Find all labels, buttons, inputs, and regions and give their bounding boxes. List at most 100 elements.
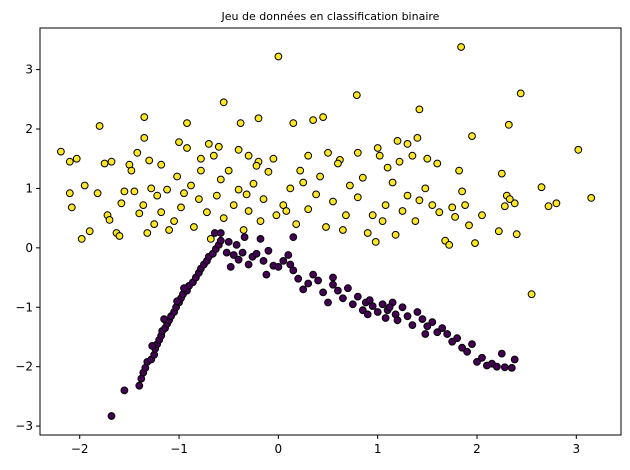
data-point-class-1 [339, 294, 347, 303]
data-point-class-0 [378, 217, 387, 226]
data-point-class-1 [284, 251, 293, 259]
data-point-class-0 [408, 151, 417, 160]
data-point-class-0 [316, 172, 325, 181]
data-point-class-0 [130, 187, 139, 196]
data-point-class-0 [371, 238, 380, 246]
data-point-class-0 [388, 178, 397, 187]
data-point-class-0 [413, 134, 422, 142]
data-point-class-0 [574, 145, 583, 154]
data-point-class-1 [252, 249, 261, 258]
data-point-class-1 [234, 255, 243, 264]
data-point-class-0 [497, 169, 506, 178]
data-point-class-1 [334, 286, 342, 295]
data-point-class-0 [286, 184, 295, 193]
data-point-class-0 [229, 201, 238, 210]
data-point-class-0 [455, 166, 464, 175]
data-point-class-1 [353, 292, 362, 301]
data-point-class-1 [468, 340, 476, 349]
data-point-class-0 [219, 98, 228, 107]
data-point-class-0 [206, 235, 215, 243]
data-point-class-0 [587, 194, 596, 202]
y-tick-label: −1 [15, 300, 33, 314]
data-point-class-0 [274, 52, 283, 61]
data-point-class-0 [510, 199, 519, 208]
data-point-class-1 [299, 285, 308, 294]
data-point-class-0 [428, 201, 437, 210]
data-point-class-0 [259, 195, 268, 204]
data-point-class-0 [299, 178, 308, 187]
data-point-class-1 [226, 263, 235, 271]
data-point-class-0 [105, 216, 114, 224]
data-point-class-0 [173, 172, 182, 181]
data-point-class-1 [329, 280, 337, 289]
data-point-class-0 [527, 290, 536, 299]
data-point-class-0 [423, 154, 432, 163]
data-point-class-0 [236, 119, 245, 127]
data-point-class-0 [234, 185, 243, 194]
data-point-class-1 [289, 266, 298, 275]
data-point-class-1 [428, 318, 437, 327]
data-point-class-0 [252, 161, 261, 170]
data-point-class-1 [398, 303, 407, 312]
data-point-class-0 [319, 113, 328, 121]
data-point-class-0 [353, 148, 362, 157]
data-point-class-0 [244, 151, 253, 160]
data-point-class-0 [353, 193, 362, 202]
data-point-class-0 [107, 157, 116, 166]
data-point-class-1 [238, 248, 247, 257]
x-axis: −2 −1 0 1 2 3 [71, 435, 580, 456]
data-point-class-1 [180, 284, 188, 293]
data-point-class-0 [224, 166, 233, 175]
data-point-class-0 [249, 179, 258, 188]
data-point-class-0 [309, 116, 318, 124]
data-point-class-1 [365, 296, 374, 305]
x-tick-label: −2 [71, 442, 89, 456]
data-point-class-1 [279, 257, 288, 265]
data-point-class-0 [279, 201, 288, 210]
data-point-class-0 [214, 142, 223, 151]
data-point-class-0 [197, 166, 205, 175]
data-point-class-1 [216, 236, 225, 245]
data-point-class-0 [150, 220, 159, 229]
data-point-class-0 [381, 201, 390, 210]
data-point-class-0 [219, 214, 228, 223]
data-point-class-0 [93, 189, 102, 198]
data-point-class-1 [222, 248, 231, 257]
data-point-class-1 [368, 302, 377, 311]
data-point-class-0 [57, 147, 65, 156]
data-point-class-0 [304, 205, 313, 214]
data-point-class-1 [135, 381, 144, 390]
data-point-class-1 [173, 297, 182, 306]
data-point-class-1 [453, 334, 462, 343]
y-tick-label: 3 [25, 63, 33, 77]
data-point-class-0 [234, 145, 243, 154]
data-point-class-1 [304, 279, 313, 288]
data-point-class-1 [289, 233, 298, 242]
data-point-class-1 [314, 276, 323, 285]
data-point-class-1 [309, 270, 318, 279]
data-point-class-1 [423, 322, 432, 331]
data-point-class-0 [135, 209, 144, 218]
data-point-class-1 [262, 270, 271, 279]
data-point-class-0 [239, 226, 248, 234]
data-point-class-1 [373, 308, 382, 316]
data-point-class-0 [195, 195, 203, 204]
data-point-class-0 [100, 159, 109, 168]
data-point-class-0 [435, 208, 444, 217]
data-point-class-0 [494, 227, 503, 236]
data-point-class-0 [187, 181, 195, 190]
data-point-class-0 [212, 191, 221, 200]
y-tick-label: −2 [15, 360, 33, 374]
data-point-class-0 [415, 105, 424, 114]
data-point-class-0 [324, 148, 332, 157]
data-point-class-0 [133, 148, 142, 157]
data-point-class-1 [403, 312, 412, 321]
data-point-class-1 [510, 355, 519, 364]
y-tick-label: 2 [25, 122, 33, 136]
data-point-class-0 [197, 154, 205, 163]
data-point-class-1 [148, 342, 157, 350]
data-point-class-0 [72, 154, 81, 163]
data-point-class-0 [312, 190, 321, 199]
